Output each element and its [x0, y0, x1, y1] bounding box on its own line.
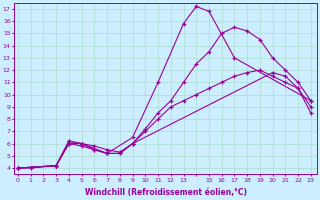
X-axis label: Windchill (Refroidissement éolien,°C): Windchill (Refroidissement éolien,°C) — [85, 188, 247, 197]
